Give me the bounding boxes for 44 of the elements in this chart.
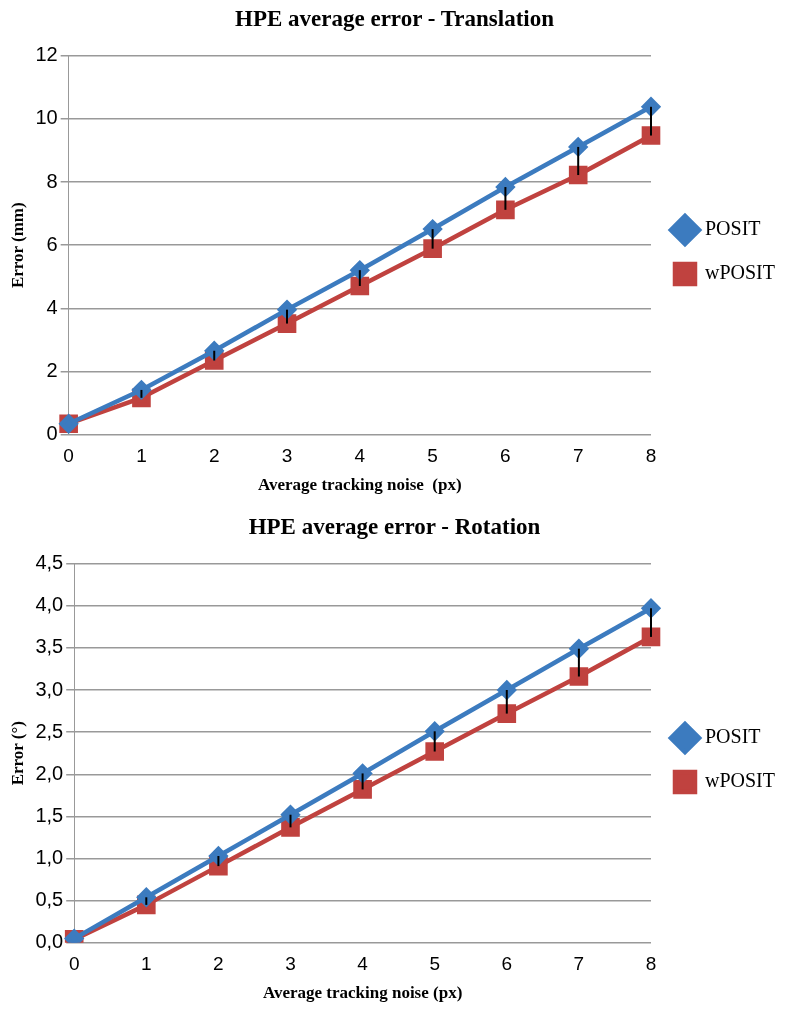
x-tick-label: 2 xyxy=(208,445,220,467)
legend-label: wPOSIT xyxy=(704,261,776,284)
y-tick-label: 3,5 xyxy=(35,635,64,658)
x-tick-label: 8 xyxy=(645,953,657,975)
x-tick-label: 8 xyxy=(645,445,657,467)
y-tick-label: 1,0 xyxy=(35,846,64,869)
y-tick-label: 8 xyxy=(46,169,58,192)
y-axis-title: Error (°) xyxy=(7,721,27,786)
y-tick-label: 0,0 xyxy=(35,930,64,953)
y-tick-label: 6 xyxy=(46,232,58,255)
x-tick-label: 0 xyxy=(68,953,80,975)
x-tick-label: 3 xyxy=(281,445,293,467)
y-tick-label: 2,5 xyxy=(35,719,64,742)
x-tick-label: 6 xyxy=(501,953,513,975)
y-tick-label: 10 xyxy=(35,106,58,129)
chart-title: HPE average error - Translation xyxy=(235,5,555,31)
x-tick-label: 6 xyxy=(500,445,511,467)
y-tick-label: 4,0 xyxy=(35,593,64,616)
legend-label: POSIT xyxy=(704,725,761,748)
y-tick-label: 4,5 xyxy=(35,551,64,574)
y-tick-label: 1,5 xyxy=(35,803,64,826)
x-axis-title: Average tracking noise (px) xyxy=(257,475,462,495)
x-tick-label: 7 xyxy=(572,445,584,467)
x-axis-title: Average tracking noise (px) xyxy=(262,983,463,1003)
x-tick-label: 3 xyxy=(285,953,296,975)
legend-label: wPOSIT xyxy=(704,769,776,792)
x-tick-label: 4 xyxy=(357,953,369,975)
y-tick-label: 12 xyxy=(35,43,58,66)
x-tick-label: 7 xyxy=(573,953,585,975)
y-tick-label: 2 xyxy=(46,359,58,382)
x-tick-label: 5 xyxy=(429,953,440,975)
x-tick-label: 1 xyxy=(136,445,147,467)
y-axis-title: Error (mm) xyxy=(7,202,27,289)
x-tick-label: 1 xyxy=(141,953,152,975)
x-tick-label: 5 xyxy=(427,445,438,467)
y-tick-label: 0,5 xyxy=(35,888,64,911)
y-tick-label: 3,0 xyxy=(35,677,64,700)
legend-label: POSIT xyxy=(704,217,761,240)
x-tick-label: 4 xyxy=(354,445,366,467)
y-tick-label: 4 xyxy=(46,295,58,318)
y-tick-label: 2,0 xyxy=(35,761,64,784)
chart-title: HPE average error - Rotation xyxy=(248,513,541,539)
y-tick-label: 0 xyxy=(46,422,58,445)
x-tick-label: 2 xyxy=(213,953,224,975)
